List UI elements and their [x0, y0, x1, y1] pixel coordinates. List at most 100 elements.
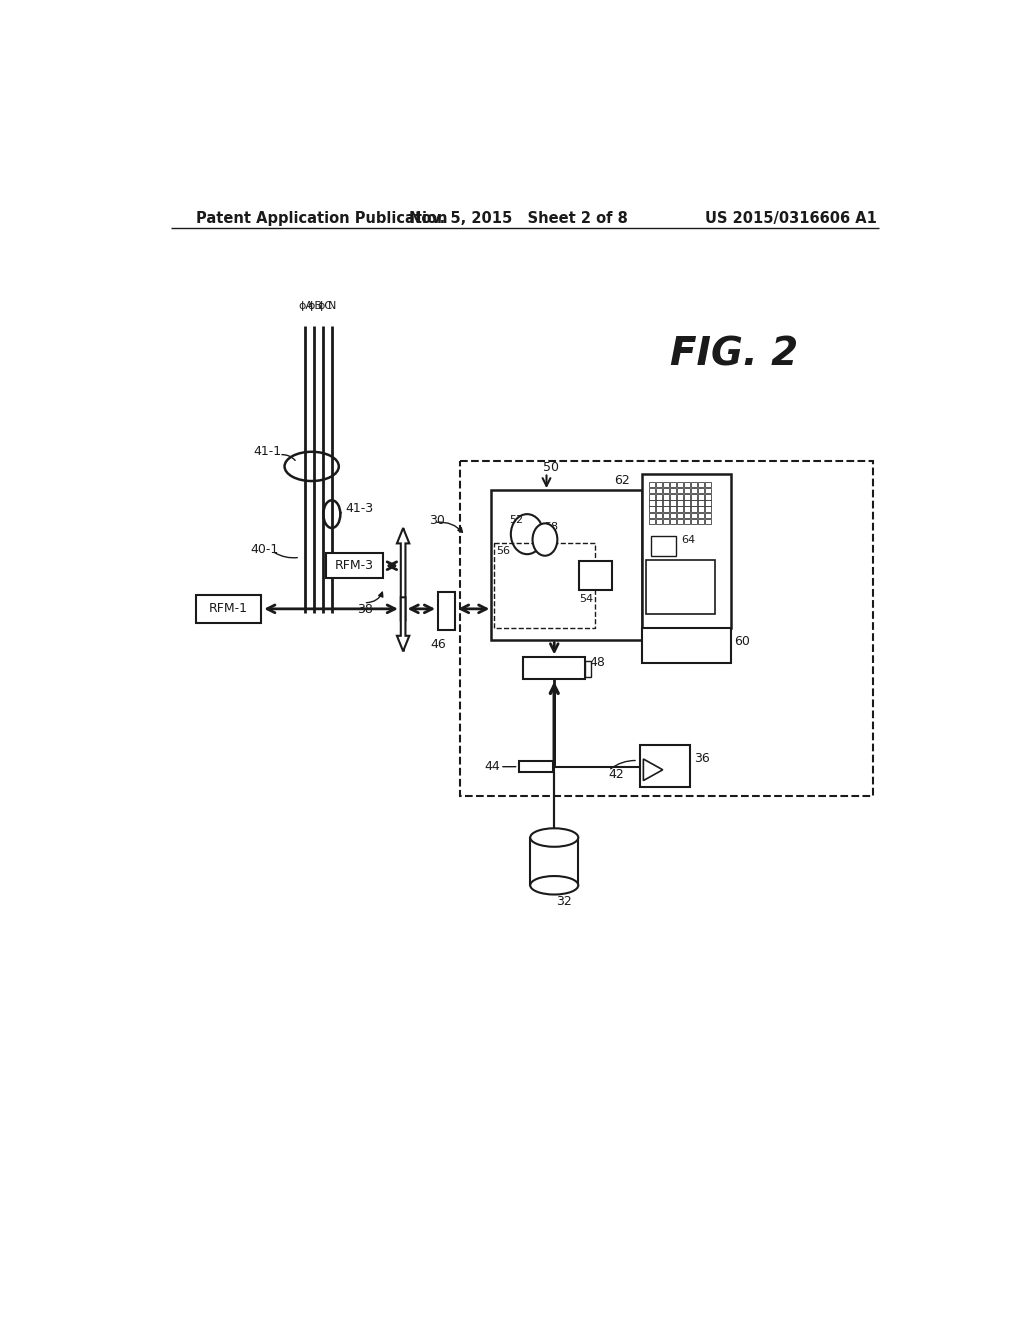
Bar	[663, 500, 669, 506]
Text: N: N	[328, 301, 336, 312]
FancyArrowPatch shape	[549, 892, 553, 894]
Bar	[490, 490, 642, 640]
Bar	[677, 494, 683, 499]
Bar	[697, 488, 703, 494]
Text: ϕA: ϕA	[299, 301, 313, 312]
Bar	[670, 519, 676, 524]
Bar	[697, 494, 703, 499]
Bar	[649, 507, 655, 512]
Bar	[670, 482, 676, 487]
Text: 44: 44	[484, 760, 500, 774]
Bar	[649, 494, 655, 499]
Bar	[697, 500, 703, 506]
Bar	[655, 512, 662, 517]
Text: 56: 56	[496, 545, 510, 556]
Text: Nov. 5, 2015   Sheet 2 of 8: Nov. 5, 2015 Sheet 2 of 8	[409, 211, 628, 226]
Bar	[690, 494, 697, 499]
Bar	[705, 507, 711, 512]
Bar	[460, 461, 872, 796]
Bar	[663, 494, 669, 499]
Bar	[684, 488, 690, 494]
Bar	[697, 507, 703, 512]
Text: ϕC: ϕC	[317, 301, 332, 312]
Bar	[697, 482, 703, 487]
Bar	[663, 482, 669, 487]
Bar	[684, 482, 690, 487]
Bar	[697, 519, 703, 524]
Bar	[438, 591, 455, 631]
Bar	[586, 661, 592, 677]
Text: 50: 50	[543, 461, 559, 474]
Bar	[579, 561, 611, 590]
Bar	[655, 519, 662, 524]
Text: 41-1: 41-1	[254, 445, 282, 458]
Bar	[655, 507, 662, 512]
Polygon shape	[397, 597, 410, 651]
Polygon shape	[643, 759, 663, 780]
Text: 48: 48	[589, 656, 605, 669]
Bar	[690, 482, 697, 487]
Bar	[677, 488, 683, 494]
Bar	[697, 512, 703, 517]
Bar	[655, 494, 662, 499]
Bar	[519, 762, 554, 772]
Bar	[655, 482, 662, 487]
Bar	[677, 500, 683, 506]
Text: 42: 42	[608, 768, 625, 781]
Bar	[642, 474, 731, 628]
Bar	[655, 488, 662, 494]
Text: 32: 32	[556, 895, 571, 908]
Text: 62: 62	[614, 474, 630, 487]
Text: Patent Application Publication: Patent Application Publication	[197, 211, 447, 226]
Bar	[663, 519, 669, 524]
Polygon shape	[397, 528, 410, 620]
Bar	[684, 512, 690, 517]
Bar	[670, 512, 676, 517]
Bar	[649, 488, 655, 494]
Bar	[690, 500, 697, 506]
Bar	[530, 837, 579, 886]
FancyArrowPatch shape	[274, 553, 297, 558]
Text: 36: 36	[693, 752, 710, 766]
Bar	[197, 595, 261, 623]
Text: 40-1: 40-1	[251, 543, 279, 556]
Bar	[690, 488, 697, 494]
Bar	[649, 482, 655, 487]
Text: 41-3: 41-3	[345, 502, 373, 515]
Bar	[684, 494, 690, 499]
Bar	[663, 488, 669, 494]
Bar	[326, 553, 383, 578]
Bar	[705, 488, 711, 494]
Bar	[705, 500, 711, 506]
Text: 46: 46	[430, 638, 446, 651]
Bar	[705, 482, 711, 487]
Bar	[690, 519, 697, 524]
Bar	[649, 500, 655, 506]
Bar	[663, 512, 669, 517]
Text: ϕB: ϕB	[308, 301, 323, 312]
Text: 30: 30	[429, 515, 444, 527]
Bar	[705, 494, 711, 499]
Ellipse shape	[532, 524, 557, 556]
Text: 52: 52	[509, 515, 523, 525]
Bar	[523, 657, 586, 678]
Ellipse shape	[530, 876, 579, 895]
FancyArrowPatch shape	[367, 593, 383, 603]
Bar	[690, 507, 697, 512]
Bar	[677, 482, 683, 487]
Bar	[677, 519, 683, 524]
Bar	[677, 507, 683, 512]
Bar	[670, 507, 676, 512]
FancyArrowPatch shape	[437, 523, 463, 532]
FancyArrowPatch shape	[282, 454, 295, 461]
Bar	[690, 512, 697, 517]
Text: 38: 38	[356, 603, 373, 616]
Bar	[677, 512, 683, 517]
Bar	[640, 744, 690, 788]
Bar	[705, 512, 711, 517]
Bar	[684, 507, 690, 512]
Ellipse shape	[530, 829, 579, 847]
Bar	[670, 488, 676, 494]
Text: 58: 58	[544, 521, 558, 532]
Bar	[705, 519, 711, 524]
